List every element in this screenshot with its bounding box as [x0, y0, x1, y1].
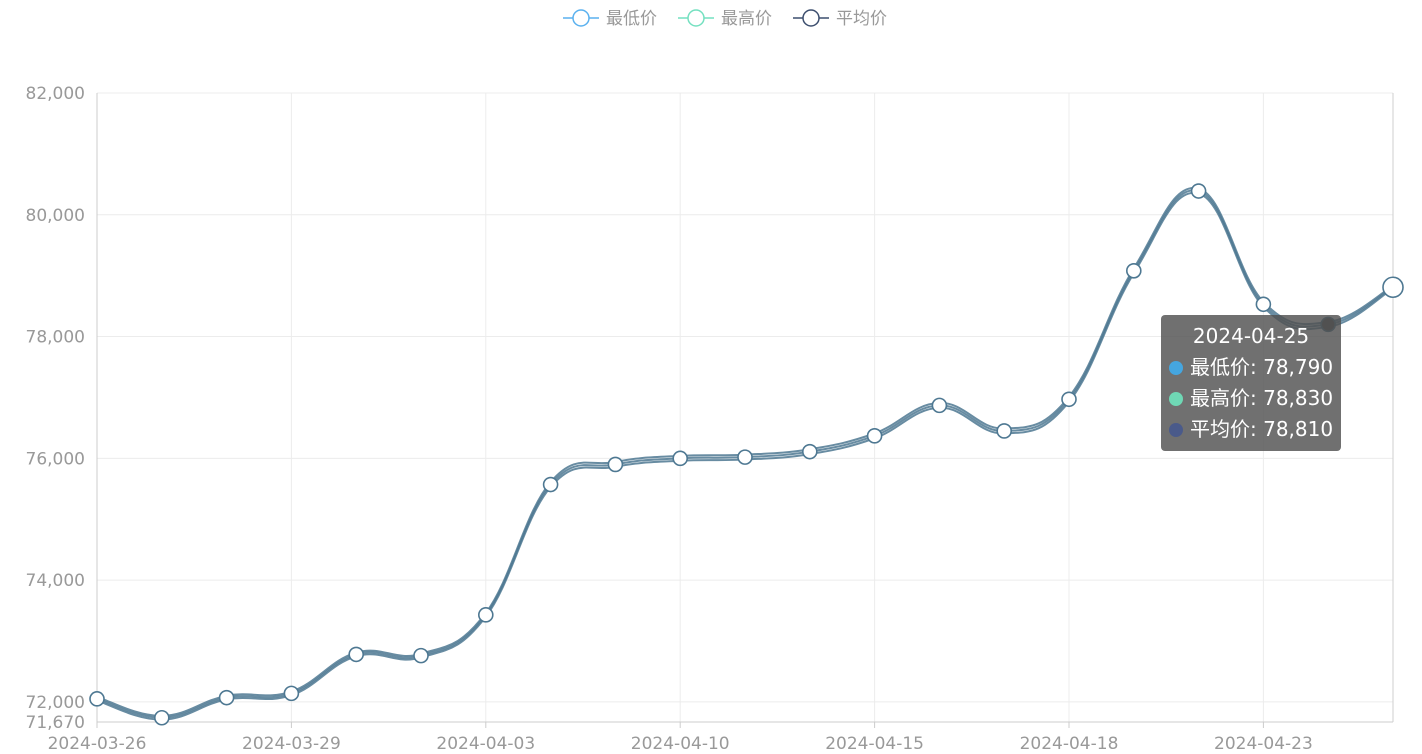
tooltip-dot-low — [1169, 360, 1183, 375]
tooltip-title: 2024-04-25 — [1192, 324, 1310, 348]
x-tick-label: 2024-04-23 — [1214, 734, 1313, 754]
tooltip-row-avg: 平均价: 78,810 — [1169, 414, 1333, 445]
y-tick-label: 78,000 — [26, 328, 85, 348]
tooltip-value-low: 78,790 — [1263, 355, 1334, 379]
y-min-label: 71,670 — [26, 713, 85, 733]
x-tick-label: 2024-03-26 — [48, 734, 147, 754]
x-tick-label: 2024-04-03 — [436, 734, 535, 754]
series-layer — [96, 186, 1394, 721]
data-point[interactable] — [607, 456, 624, 473]
legend-item-avg[interactable]: 平均价 — [793, 9, 887, 29]
y-tick-label: 82,000 — [26, 84, 85, 104]
y-tick-label: 74,000 — [26, 571, 85, 591]
tooltip-label-low: 最低价 — [1190, 355, 1250, 379]
data-point[interactable] — [283, 685, 300, 702]
series-line-avg — [96, 189, 1394, 719]
tooltip-value-high: 78,830 — [1263, 386, 1334, 410]
data-point[interactable] — [89, 691, 105, 707]
data-point[interactable] — [801, 443, 818, 460]
legend-label: 最低价 — [606, 9, 657, 29]
series-line-high — [96, 186, 1394, 717]
data-point[interactable] — [866, 428, 883, 444]
data-point[interactable] — [996, 423, 1013, 439]
tooltip-dot-high — [1169, 391, 1183, 406]
tooltip-label-avg: 平均价 — [1190, 417, 1250, 441]
legend-circle-icon — [572, 9, 590, 27]
data-point[interactable] — [218, 689, 235, 706]
tooltip-row-high: 最高价: 78,830 — [1169, 383, 1333, 414]
series-line-low — [96, 191, 1394, 721]
x-tick-label: 2024-03-29 — [242, 734, 341, 754]
data-point[interactable] — [1255, 296, 1272, 313]
legend-circle-icon — [802, 9, 820, 27]
data-point[interactable] — [413, 647, 429, 664]
data-point[interactable] — [737, 449, 753, 465]
x-tick-label: 2024-04-10 — [631, 734, 730, 754]
data-point[interactable] — [1190, 183, 1207, 199]
data-point[interactable] — [672, 450, 689, 467]
legend-item-low[interactable]: 最低价 — [563, 9, 657, 29]
tooltip-value-avg: 78,810 — [1263, 417, 1334, 441]
tooltip-dot-avg — [1169, 422, 1183, 437]
data-point[interactable] — [477, 607, 494, 623]
legend-item-high[interactable]: 最高价 — [678, 9, 772, 29]
x-tick-label: 2024-04-18 — [1020, 734, 1119, 754]
legend[interactable]: 最低价 最高价 平均价 — [563, 9, 887, 29]
legend-circle-icon — [687, 9, 705, 27]
tooltip-label-high: 最高价 — [1190, 386, 1250, 410]
legend-label: 平均价 — [836, 9, 887, 29]
data-point[interactable] — [542, 476, 559, 493]
data-point[interactable] — [154, 709, 170, 726]
data-point[interactable] — [1382, 276, 1404, 299]
tooltip-row-low: 最低价: 78,790 — [1169, 352, 1333, 383]
y-tick-label: 80,000 — [26, 206, 85, 226]
y-tick-label: 76,000 — [26, 449, 85, 469]
data-point[interactable] — [1126, 263, 1142, 279]
data-point[interactable] — [1061, 391, 1077, 408]
axis-layer: 72,000 74,000 76,000 78,000 80,000 82,000 71,6… — [26, 84, 1393, 754]
data-point[interactable] — [348, 646, 365, 663]
point-layer[interactable] — [89, 183, 1404, 726]
tooltip: 2024-04-25 最低价: 78,790 最高价: 78,830 平均价: … — [1161, 315, 1342, 451]
y-tick-label: 72,000 — [26, 693, 85, 713]
x-tick-label: 2024-04-15 — [825, 734, 924, 754]
data-point[interactable] — [931, 397, 948, 414]
legend-label: 最高价 — [721, 9, 772, 29]
